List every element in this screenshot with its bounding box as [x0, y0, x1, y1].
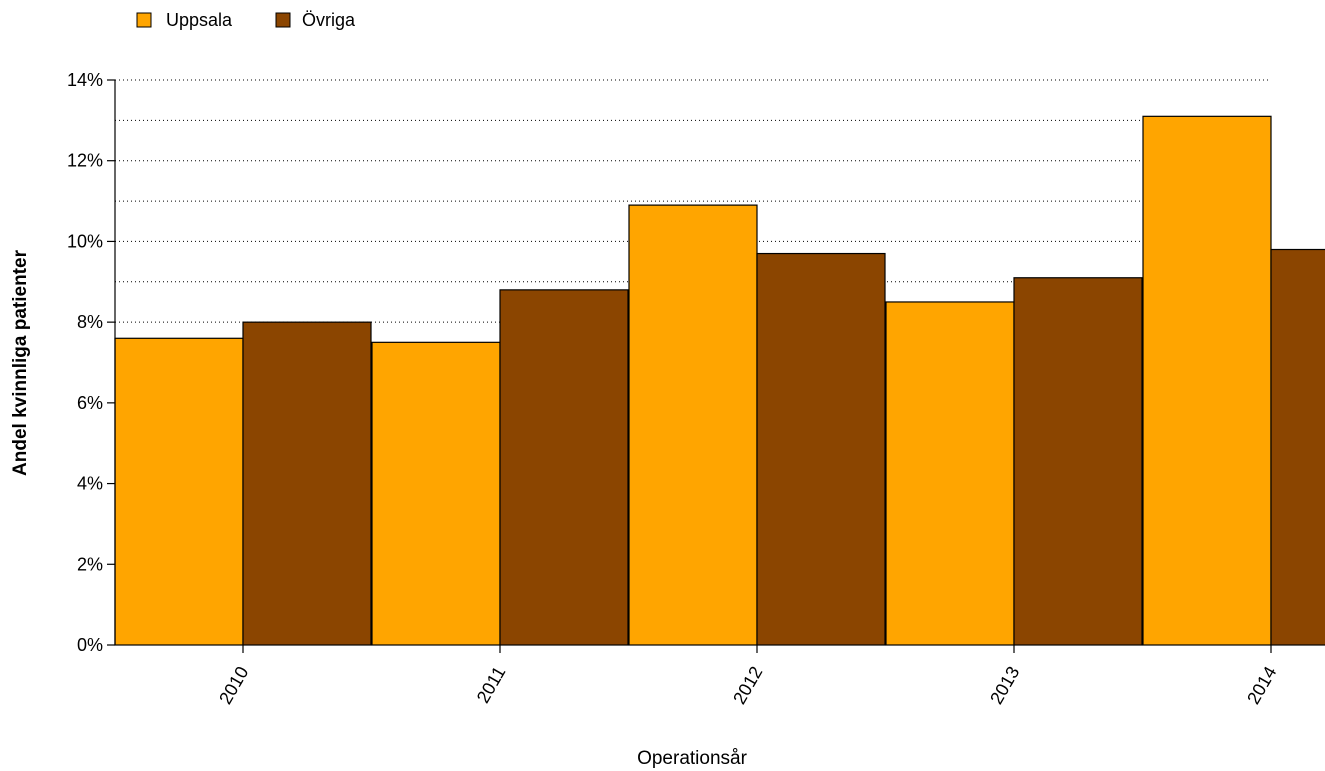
bar-uppsala-2010 — [114, 337, 244, 646]
bar-ovriga-2010 — [242, 321, 372, 646]
bar-uppsala-2012 — [628, 204, 758, 646]
legend-swatch-ovriga — [275, 12, 291, 28]
y-tick-label: 10% — [67, 231, 103, 251]
x-tick-label: 2012 — [729, 663, 766, 708]
bar-ovriga-2013 — [1013, 277, 1143, 646]
y-axis: 0% 2% 4% 6% 8% 10% 12% 14% — [67, 70, 116, 655]
x-tick-label: 2010 — [215, 663, 252, 708]
bar-uppsala-2014 — [1142, 115, 1272, 646]
bar-ovriga-2014 — [1270, 248, 1325, 646]
legend-label-ovriga: Övriga — [302, 10, 356, 30]
bar-ovriga-2012 — [756, 252, 886, 646]
y-tick-label: 12% — [67, 151, 103, 171]
x-tick-label: 2011 — [473, 663, 510, 707]
y-tick-label: 2% — [77, 554, 103, 574]
y-tick-label: 6% — [77, 393, 103, 413]
x-tick-label: 2013 — [986, 663, 1023, 708]
x-tick-label: 2014 — [1243, 663, 1280, 708]
legend-label-uppsala: Uppsala — [166, 10, 233, 30]
y-axis-title: Andel kvinnliga patienter — [10, 249, 31, 476]
legend-swatch-uppsala — [136, 12, 152, 28]
y-tick-label: 8% — [77, 312, 103, 332]
bar-uppsala-2011 — [371, 341, 501, 646]
y-tick-label: 4% — [77, 474, 103, 494]
bar-uppsala-2013 — [885, 301, 1015, 646]
legend: Uppsala Övriga — [136, 10, 356, 30]
x-axis: 2010 2011 2012 2013 2014 — [215, 645, 1280, 708]
y-tick-label: 14% — [67, 70, 103, 90]
bar-ovriga-2011 — [499, 289, 629, 646]
x-axis-title: Operationsår — [637, 748, 748, 769]
y-tick-label: 0% — [77, 635, 103, 655]
bars — [114, 115, 1325, 646]
